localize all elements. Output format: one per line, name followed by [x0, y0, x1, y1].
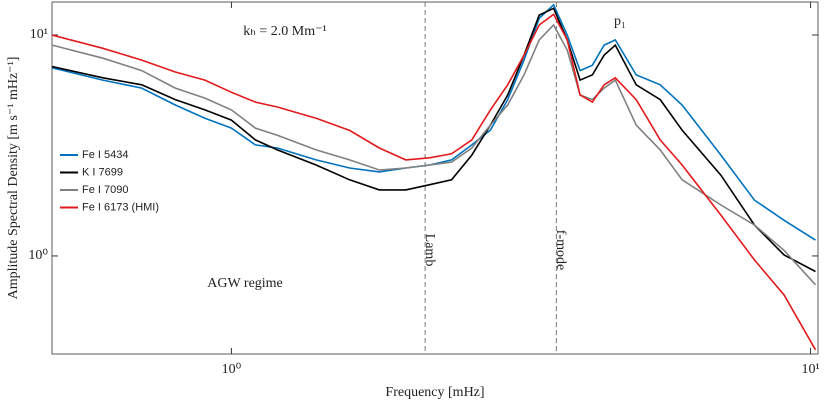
x-tick-label: 10⁰	[222, 362, 242, 377]
reference-label: Lamb	[422, 234, 437, 267]
annotation: p₁	[614, 14, 626, 29]
series-line	[52, 13, 817, 351]
plot-frame	[51, 1, 819, 355]
y-axis-label: Amplitude Spectral Density [m s⁻¹ mHz⁻¹]	[6, 57, 21, 300]
legend-label: Fe I 6173 (HMI)	[82, 201, 159, 213]
legend-label: Fe I 5434	[82, 149, 128, 161]
x-tick-label: 10¹	[801, 362, 819, 377]
x-axis-label: Frequency [mHz]	[385, 385, 484, 400]
annotation: AGW regime	[207, 276, 283, 291]
legend-label: K I 7699	[82, 166, 123, 178]
reference-label: f-mode	[553, 230, 568, 270]
legend-label: Fe I 7090	[82, 184, 128, 196]
series-line	[52, 7, 816, 273]
series-line	[52, 23, 817, 286]
legend: Fe I 5434 K I 7699 Fe I 7090 Fe I 6173 (HMI…	[60, 149, 159, 213]
annotation: kₕ = 2.0 Mm⁻¹	[243, 24, 326, 39]
y-tick-label: 10¹	[30, 27, 48, 42]
series-line	[52, 3, 816, 241]
y-tick-label: 10⁰	[28, 248, 48, 263]
